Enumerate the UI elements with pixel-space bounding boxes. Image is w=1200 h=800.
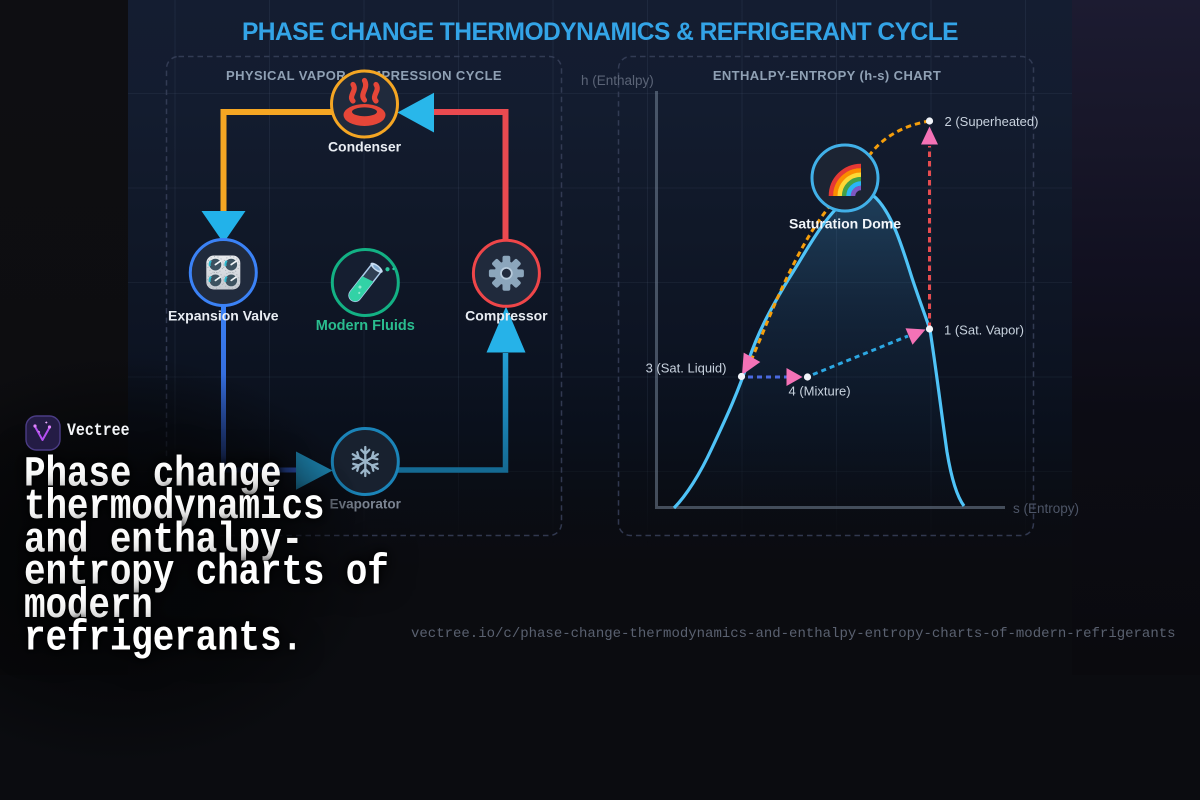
svg-text:ENTHALPY-ENTROPY (h-s) CHART: ENTHALPY-ENTROPY (h-s) CHART (713, 68, 941, 83)
svg-text:Compressor: Compressor (465, 308, 548, 324)
svg-text:Expansion Valve: Expansion Valve (168, 308, 279, 324)
svg-text:3 (Sat. Liquid): 3 (Sat. Liquid) (646, 361, 727, 376)
svg-text:Condenser: Condenser (328, 139, 402, 155)
svg-text:1 (Sat. Vapor): 1 (Sat. Vapor) (944, 323, 1024, 338)
svg-text:h (Enthalpy): h (Enthalpy) (581, 73, 654, 88)
svg-text:PHASE CHANGE THERMODYNAMICS &: PHASE CHANGE THERMODYNAMICS & REFRIGERAN… (242, 19, 958, 46)
svg-text:4 (Mixture): 4 (Mixture) (789, 384, 851, 399)
svg-text:s (Entropy): s (Entropy) (1013, 501, 1079, 516)
svg-text:2 (Superheated): 2 (Superheated) (945, 114, 1039, 129)
svg-text:Saturation Dome: Saturation Dome (789, 216, 901, 232)
